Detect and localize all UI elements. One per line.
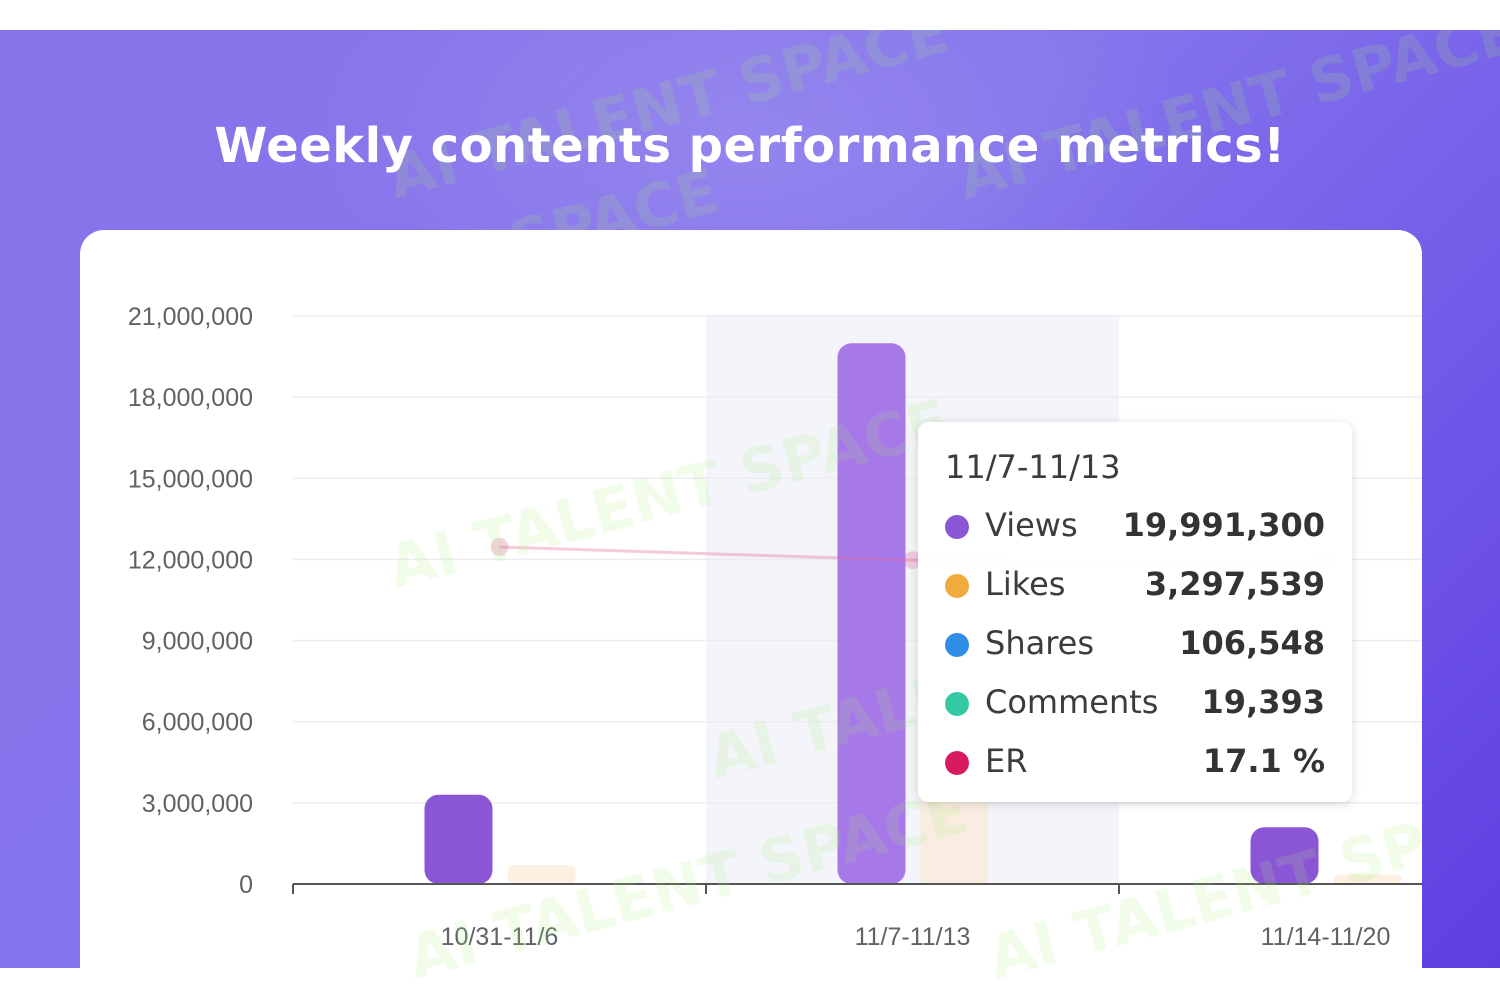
- views-legend-dot: [945, 515, 969, 539]
- tooltip-row-shares: Shares 106,548: [945, 624, 1325, 664]
- tooltip-row-views: Views 19,991,300: [945, 506, 1325, 546]
- tooltip-row-likes: Likes 3,297,539: [945, 565, 1325, 605]
- tooltip-label: Views: [985, 506, 1078, 544]
- y-tick-label: 3,000,000: [142, 790, 253, 818]
- y-tick-label: 15,000,000: [128, 465, 253, 493]
- x-tick-label: 11/7-11/13: [855, 923, 971, 951]
- likes-bar: [920, 794, 989, 884]
- er-point: [490, 537, 509, 556]
- tooltip-value: 17.1 %: [1202, 742, 1325, 780]
- likes-legend-dot: [945, 574, 969, 598]
- comments-legend-dot: [945, 692, 969, 716]
- tooltip-row-comments: Comments 19,393: [945, 683, 1325, 723]
- x-tick-label: 11/14-11/20: [1261, 923, 1391, 951]
- page-title: Weekly contents performance metrics!: [214, 118, 1286, 174]
- tooltip-label: Comments: [985, 683, 1159, 721]
- chart-card: 0 3,000,000 6,000,000 9,000,000 12,000,000 15…: [80, 230, 1422, 990]
- x-tick-label: 10/31-11/6: [441, 923, 559, 951]
- tooltip-value: 19,991,300: [1122, 506, 1325, 544]
- tooltip-label: Likes: [985, 565, 1066, 603]
- views-bar: [837, 343, 906, 884]
- views-bar: [1250, 827, 1319, 884]
- y-tick-label: 18,000,000: [128, 384, 253, 412]
- shares-legend-dot: [945, 633, 969, 657]
- tooltip-value: 3,297,539: [1144, 565, 1325, 603]
- views-bar: [424, 794, 493, 884]
- y-tick-label: 21,000,000: [128, 303, 253, 331]
- y-tick-label: 6,000,000: [142, 709, 253, 737]
- tooltip-value: 106,548: [1179, 624, 1325, 662]
- tooltip-label: ER: [985, 742, 1028, 780]
- er-point: [903, 551, 922, 570]
- y-tick-label: 12,000,000: [128, 546, 253, 574]
- er-legend-dot: [945, 751, 969, 775]
- tooltip-title: 11/7-11/13: [945, 448, 1121, 486]
- y-tick-label: 9,000,000: [142, 628, 253, 656]
- tooltip-value: 19,393: [1201, 683, 1325, 721]
- y-tick-label: 0: [239, 871, 253, 899]
- tooltip-label: Shares: [985, 624, 1095, 662]
- likes-bar: [507, 865, 576, 884]
- tooltip-row-er: ER 17.1 %: [945, 742, 1325, 782]
- likes-bar: [1333, 874, 1402, 884]
- chart-tooltip: 11/7-11/13 Views 19,991,300 Likes 3,297,…: [918, 422, 1352, 802]
